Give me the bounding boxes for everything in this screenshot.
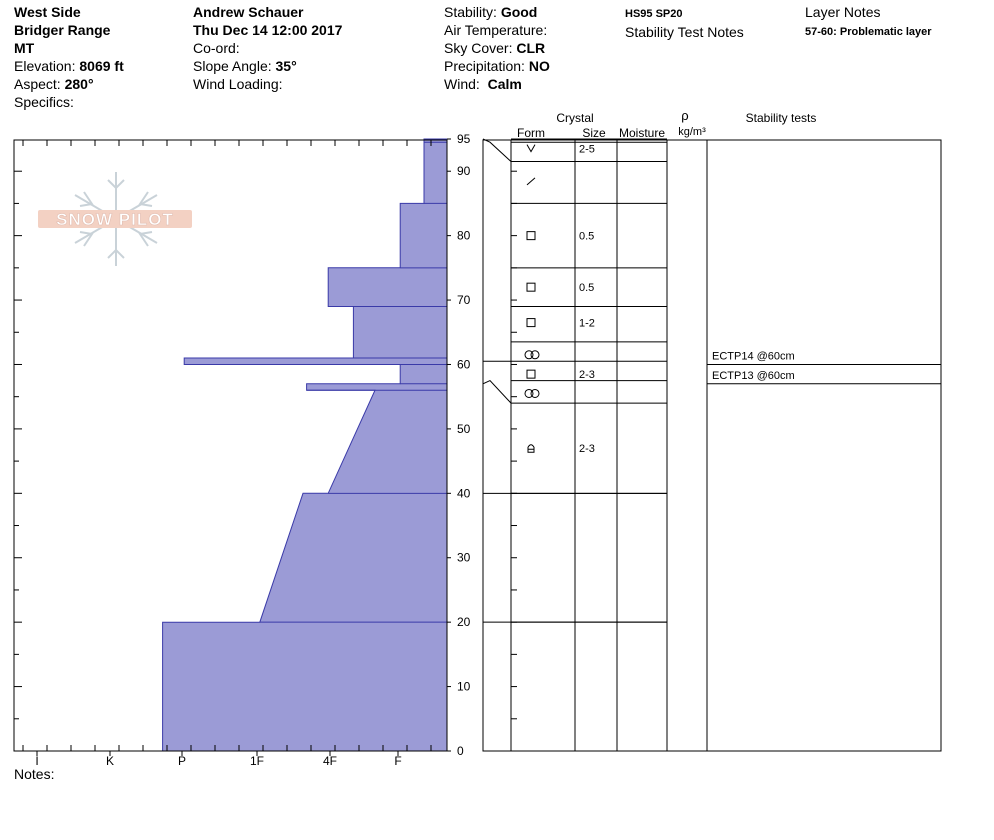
logo-banner xyxy=(38,210,192,228)
hardness-label: 4F xyxy=(323,754,337,768)
snowpilot-logo: SNOW PILOT xyxy=(38,172,192,266)
depth-label: 20 xyxy=(457,615,471,629)
sky-label: Sky Cover: xyxy=(444,40,513,56)
weather-info: Stability: Good Air Temperature: Sky Cov… xyxy=(444,3,550,93)
stability-tests-header: Stability tests xyxy=(746,111,817,125)
precip-value: NO xyxy=(528,58,550,74)
depth-label: 60 xyxy=(457,357,471,371)
depth-connector xyxy=(482,138,512,162)
faceted-crystal-icon xyxy=(526,318,536,328)
crystal-size-label: 0.5 xyxy=(579,231,594,243)
faceted-crystal-icon xyxy=(526,282,536,292)
stability-test-label: ECTP13 @60cm xyxy=(712,370,795,382)
rounded-crystal-icon xyxy=(530,388,540,398)
layer-table: 2-5 0.5 0.5 1-2 2-3 2-3 ECTP14 @60cm ECTP13 @60… xyxy=(482,138,942,752)
range-name: Bridger Range xyxy=(14,22,111,38)
state-name: MT xyxy=(14,40,35,56)
crystal-size-label: 2-5 xyxy=(579,144,595,156)
depth-label: 30 xyxy=(457,551,471,565)
profile-axes: I K P 1F 4F F 0 10 20 30 40 50 60 70 80 90 95 xyxy=(13,132,471,768)
slope-value: 35° xyxy=(275,58,297,74)
column-headers: Crystal Form Size Moisture ρ kg/m³ Stabi… xyxy=(517,108,816,140)
stability-notes-label: Stability Test Notes xyxy=(625,24,744,40)
stability-label: Stability: xyxy=(444,4,497,20)
wind-loading-label: Wind Loading: xyxy=(193,76,283,92)
elevation-value: 8069 ft xyxy=(79,58,124,74)
hardness-profile xyxy=(162,138,448,752)
faceted-crystal-icon xyxy=(526,369,536,379)
depth-label: 40 xyxy=(457,486,471,500)
observation-datetime: Thu Dec 14 12:00 2017 xyxy=(193,22,343,38)
density-rho-header: ρ xyxy=(681,108,688,123)
depth-label: 95 xyxy=(457,132,471,146)
precip-particles-icon xyxy=(526,177,536,186)
table-frame xyxy=(482,139,942,752)
precip-label: Precipitation: xyxy=(444,58,525,74)
slope-label: Slope Angle: xyxy=(193,58,272,74)
depth-label: 10 xyxy=(457,680,471,694)
depth-hoar-icon xyxy=(527,444,535,453)
crystal-size-label: 0.5 xyxy=(579,282,594,294)
hardness-fill xyxy=(162,138,448,752)
hs-sp-value: HS95 SP20 xyxy=(625,8,683,20)
crystal-size-label: 2-3 xyxy=(579,369,595,381)
site-info: West Side Bridger Range MT Elevation: 80… xyxy=(14,3,124,111)
specifics-label: Specifics: xyxy=(14,94,74,110)
air-temp-label: Air Temperature: xyxy=(444,22,548,38)
depth-connector xyxy=(482,379,512,404)
test-notes-info: HS95 SP20 Stability Test Notes xyxy=(625,3,744,41)
depth-label: 70 xyxy=(457,293,471,307)
aspect-value: 280° xyxy=(64,76,94,92)
notes-label: Notes: xyxy=(14,766,55,782)
surface-hoar-icon xyxy=(526,144,536,153)
crystal-size-label: 2-3 xyxy=(579,443,595,455)
hardness-label: P xyxy=(178,754,186,768)
aspect-label: Aspect: xyxy=(14,76,61,92)
hardness-label: F xyxy=(394,754,401,768)
stability-test-label: ECTP14 @60cm xyxy=(712,350,795,362)
layer-notes-info: Layer Notes 57-60: Problematic layer xyxy=(805,3,932,41)
layer-notes-label: Layer Notes xyxy=(805,4,881,20)
wind-value: Calm xyxy=(487,76,522,92)
layer-notes-value: 57-60: Problematic layer xyxy=(805,26,932,38)
depth-label: 50 xyxy=(457,422,471,436)
coord-label: Co-ord: xyxy=(193,40,240,56)
depth-label: 0 xyxy=(457,744,464,758)
depth-label: 80 xyxy=(457,229,471,243)
logo-text: SNOW PILOT xyxy=(56,210,174,229)
depth-label: 90 xyxy=(457,164,471,178)
observer-name: Andrew Schauer xyxy=(193,4,304,20)
rounded-crystal-icon xyxy=(524,388,534,398)
rounded-crystal-icon xyxy=(524,350,534,360)
form-header: Form xyxy=(517,126,545,140)
moisture-header: Moisture xyxy=(619,126,665,140)
wind-label: Wind: xyxy=(444,76,480,92)
sky-value: CLR xyxy=(516,40,546,56)
crystal-header: Crystal xyxy=(556,111,593,125)
rounded-crystal-icon xyxy=(530,350,540,360)
plot-frame xyxy=(13,139,448,752)
hardness-label: I xyxy=(35,754,38,768)
hardness-label: K xyxy=(106,754,114,768)
density-unit-header: kg/m³ xyxy=(678,126,706,138)
size-header: Size xyxy=(582,126,606,140)
hardness-label: 1F xyxy=(250,754,264,768)
location-name: West Side xyxy=(14,4,81,20)
faceted-crystal-icon xyxy=(526,231,536,241)
elevation-label: Elevation: xyxy=(14,58,76,74)
stability-value: Good xyxy=(500,4,538,20)
observer-info: Andrew Schauer Thu Dec 14 12:00 2017 Co-… xyxy=(193,3,342,93)
crystal-size-label: 1-2 xyxy=(579,318,595,330)
